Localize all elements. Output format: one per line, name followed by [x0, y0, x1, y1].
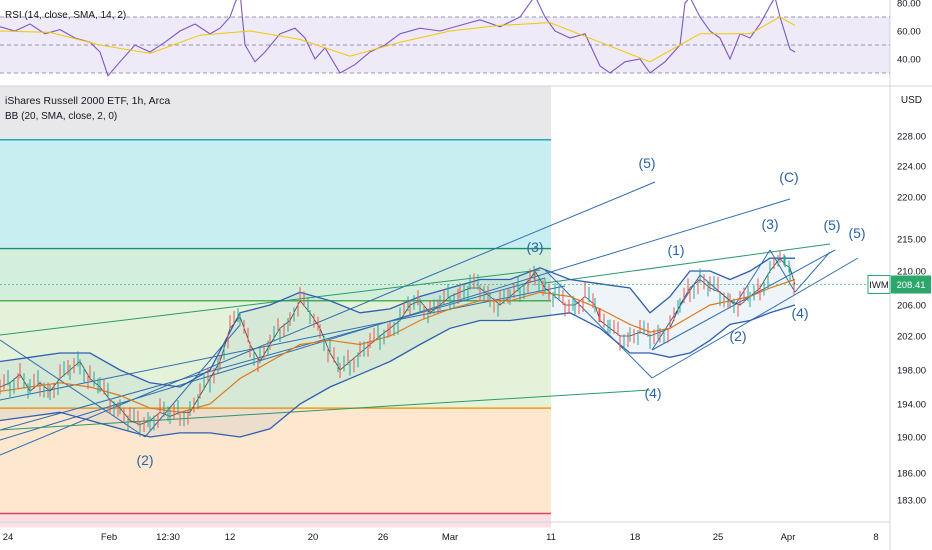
chart-title: iShares Russell 2000 ETF, 1h, Arca [5, 95, 171, 107]
elliott-wave-label: (3) [761, 216, 778, 232]
trend-line [0, 181, 656, 456]
time-tick-label: 12 [225, 532, 236, 543]
zone-red [0, 513, 551, 528]
time-tick-label: Feb [101, 532, 117, 543]
price-tick-label: 186.00 [897, 469, 926, 480]
rsi-tick-label: 40.00 [897, 55, 921, 66]
zone-mid [0, 248, 551, 301]
price-tick-label: 202.00 [897, 332, 926, 343]
ticker-label: IWM [869, 280, 889, 291]
elliott-wave-label: (C) [779, 169, 798, 185]
elliott-wave-label: (2) [729, 328, 746, 344]
bb-fill [0, 258, 795, 437]
price-tick-label: 194.00 [897, 400, 926, 411]
header-shade [0, 86, 551, 142]
price-tick-label: 220.00 [897, 193, 926, 204]
trend-line [734, 249, 771, 306]
price-tick-label: 206.00 [897, 301, 926, 312]
rsi-legend: RSI (14, close, SMA, 14, 2) [5, 10, 127, 21]
trend-line [769, 249, 796, 293]
price-tick-label: 215.00 [897, 235, 926, 246]
bb-lower-line [0, 304, 796, 438]
time-tick-label: Apr [781, 532, 796, 543]
trend-line [544, 269, 653, 379]
elliott-wave-label: (1) [667, 242, 684, 258]
elliott-wave-label: (3) [526, 239, 543, 255]
price-tick-label: 190.00 [897, 433, 926, 444]
trend-line [0, 339, 146, 438]
time-tick-label: 11 [546, 532, 556, 543]
rsi-tick-label: 80.00 [897, 0, 921, 10]
time-tick-label: Mar [442, 532, 458, 543]
time-tick-label: 12:30 [156, 532, 180, 543]
time-tick-label: 8 [873, 532, 878, 543]
time-tick-label: 18 [630, 532, 641, 543]
time-tick-label: 26 [378, 532, 389, 543]
elliott-wave-label: (4) [791, 305, 808, 321]
rsi-ma-line [0, 16, 796, 63]
bb-legend: BB (20, SMA, close, 2, 0) [5, 111, 118, 122]
price-tick-label: 210.00 [897, 267, 926, 278]
trend-line [544, 243, 831, 284]
elliott-wave-label: (2) [136, 452, 153, 468]
ticker-tag [867, 275, 891, 295]
bb-basis-line [0, 278, 796, 413]
bb-upper-line [0, 257, 795, 388]
rsi-line [0, 0, 796, 77]
elliott-wave-label: (5) [848, 225, 865, 241]
time-tick-label: 20 [308, 532, 319, 543]
zone-bottom [0, 408, 551, 514]
trend-line [794, 251, 831, 293]
price-tick-label: 224.00 [897, 162, 926, 173]
rsi-tick-label: 60.00 [897, 27, 921, 38]
elliott-wave-label: (5) [823, 217, 840, 233]
time-tick-label: 24 [3, 532, 14, 543]
price-tick-label: 183.00 [897, 496, 926, 507]
last-price-label: 208.41 [896, 280, 925, 291]
trend-line [0, 269, 541, 336]
elliott-wave-label: (4) [644, 385, 661, 401]
price-tick-label: 228.00 [897, 132, 926, 143]
trend-line [0, 389, 651, 431]
currency-label[interactable]: USD [900, 95, 922, 106]
price-tick-label: 198.00 [897, 366, 926, 377]
time-tick-label: 25 [713, 532, 724, 543]
last-price-tag [891, 275, 931, 294]
elliott-wave-label: (5) [638, 155, 655, 171]
